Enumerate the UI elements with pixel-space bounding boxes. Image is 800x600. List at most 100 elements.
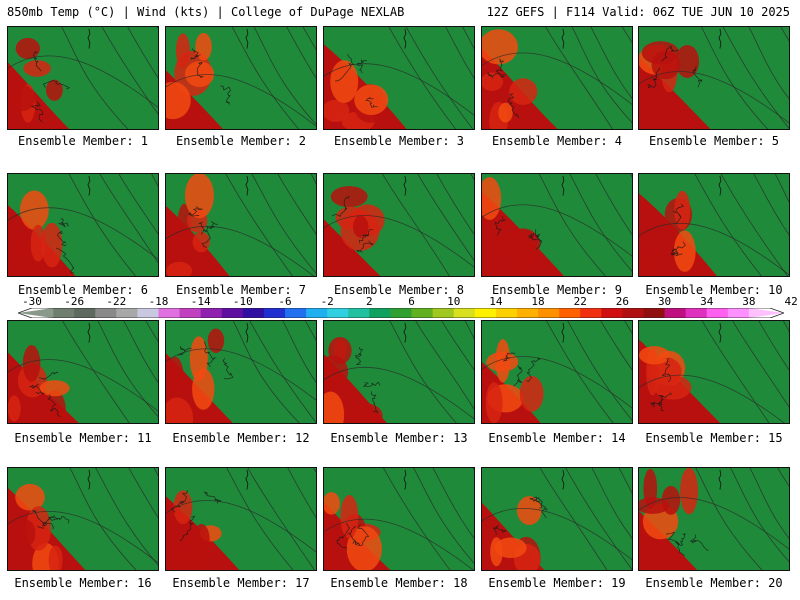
temperature-field-map — [324, 27, 474, 129]
colorbar-swatch — [495, 308, 518, 318]
ensemble-member-map — [7, 26, 159, 130]
colorbar-tick-label: -10 — [232, 295, 253, 308]
temperature-field-map — [8, 27, 158, 129]
ensemble-member-map — [481, 26, 633, 130]
colorbar-tick-label: 22 — [573, 295, 587, 308]
temperature-field-map — [639, 174, 789, 276]
colorbar-tick-label: 26 — [615, 295, 630, 308]
colorbar-tick-label: -14 — [190, 295, 211, 308]
colorbar-tick-label: 18 — [531, 295, 545, 308]
ensemble-member-label: Ensemble Member: 2 — [175, 134, 307, 148]
colorbar-swatch — [137, 308, 160, 318]
colorbar-swatch — [221, 308, 244, 318]
colorbar-tick-label: 10 — [447, 295, 461, 308]
colorbar-swatch — [559, 308, 581, 318]
colorbar-swatch — [516, 308, 539, 318]
temperature-field-map — [324, 174, 474, 276]
colorbar-tick-label: -26 — [64, 295, 85, 308]
colorbar-swatch — [411, 308, 434, 318]
colorbar-svg — [18, 308, 784, 318]
ensemble-member-map — [638, 467, 790, 571]
colorbar-swatch — [580, 308, 602, 318]
ensemble-member-map — [165, 26, 317, 130]
colorbar-swatch — [664, 308, 687, 318]
colorbar-tick-label: 6 — [408, 295, 415, 308]
ensemble-member-label: Ensemble Member: 19 — [488, 576, 626, 590]
ensemble-member-label: Ensemble Member: 15 — [645, 431, 783, 445]
ensemble-member-map — [638, 26, 790, 130]
colorbar-swatch — [116, 308, 138, 318]
header-title-left: 850mb Temp (°C) | Wind (kts) | College o… — [7, 5, 405, 19]
temperature-field-map — [8, 174, 158, 276]
colorbar-tick-label: -30 — [22, 295, 42, 308]
ensemble-member-map — [323, 320, 475, 424]
colorbar-swatch — [348, 308, 370, 318]
colorbar-tick-label: -2 — [320, 295, 334, 308]
colorbar-swatch — [263, 308, 286, 318]
temperature-field-map — [166, 174, 316, 276]
ensemble-member-map — [323, 173, 475, 277]
temperature-field-map — [166, 468, 316, 570]
colorbar — [18, 308, 784, 318]
temperature-field-map — [482, 468, 632, 570]
colorbar-swatch — [95, 308, 117, 318]
temperature-field-map — [639, 468, 789, 570]
temperature-field-map — [166, 27, 316, 129]
colorbar-labels: -30 -26 -22 -18 -14 -10 -6 -2 2 6 10 14 18 22 26 30 34 38… — [18, 295, 798, 308]
colorbar-tick-label: -22 — [106, 295, 127, 308]
colorbar-swatch — [622, 308, 644, 318]
temperature-field-map — [166, 321, 316, 423]
ensemble-member-label: Ensemble Member: 16 — [14, 576, 152, 590]
colorbar-tick-label: 38 — [742, 295, 756, 308]
temperature-field-map — [324, 468, 474, 570]
ensemble-member-map — [7, 467, 159, 571]
ensemble-member-label: Ensemble Member: 6 — [17, 283, 149, 297]
ensemble-member-label: Ensemble Member: 17 — [172, 576, 310, 590]
colorbar-swatch — [369, 308, 391, 318]
ensemble-member-label: Ensemble Member: 9 — [491, 283, 623, 297]
colorbar-swatch — [432, 308, 455, 318]
colorbar-swatch — [18, 308, 54, 318]
colorbar-swatch — [748, 308, 784, 318]
ensemble-member-map — [481, 173, 633, 277]
colorbar-tick-label: 2 — [366, 295, 373, 308]
temperature-field-map — [8, 468, 158, 570]
ensemble-member-label: Ensemble Member: 8 — [333, 283, 465, 297]
ensemble-member-map — [638, 173, 790, 277]
ensemble-member-label: Ensemble Member: 10 — [645, 283, 783, 297]
ensemble-member-label: Ensemble Member: 11 — [14, 431, 152, 445]
ensemble-member-label: Ensemble Member: 12 — [172, 431, 310, 445]
ensemble-member-label: Ensemble Member: 1 — [17, 134, 149, 148]
colorbar-swatch — [453, 308, 476, 318]
colorbar-swatch — [727, 308, 750, 318]
colorbar-swatch — [179, 308, 202, 318]
colorbar-swatch — [200, 308, 223, 318]
ensemble-member-map — [165, 467, 317, 571]
ensemble-member-map — [481, 467, 633, 571]
ensemble-member-label: Ensemble Member: 3 — [333, 134, 465, 148]
ensemble-member-label: Ensemble Member: 20 — [645, 576, 783, 590]
colorbar-swatch — [474, 308, 497, 318]
colorbar-swatch — [242, 308, 265, 318]
colorbar-swatch — [327, 308, 349, 318]
temperature-field-map — [639, 321, 789, 423]
temperature-field-map — [482, 321, 632, 423]
colorbar-tick-label: -18 — [148, 295, 169, 308]
ensemble-member-label: Ensemble Member: 4 — [491, 134, 623, 148]
ensemble-member-map — [481, 320, 633, 424]
ensemble-member-map — [323, 26, 475, 130]
ensemble-member-map — [7, 320, 159, 424]
ensemble-member-label: Ensemble Member: 18 — [330, 576, 468, 590]
ensemble-member-map — [165, 320, 317, 424]
colorbar-tick-label: 14 — [489, 295, 503, 308]
colorbar-swatch — [74, 308, 96, 318]
colorbar-swatch — [538, 308, 560, 318]
ensemble-member-map — [323, 467, 475, 571]
temperature-field-map — [482, 27, 632, 129]
colorbar-swatch — [685, 308, 708, 318]
ensemble-member-map — [165, 173, 317, 277]
ensemble-member-label: Ensemble Member: 13 — [330, 431, 468, 445]
colorbar-tick-label: -6 — [278, 295, 292, 308]
colorbar-swatch — [53, 308, 75, 318]
temperature-field-map — [639, 27, 789, 129]
